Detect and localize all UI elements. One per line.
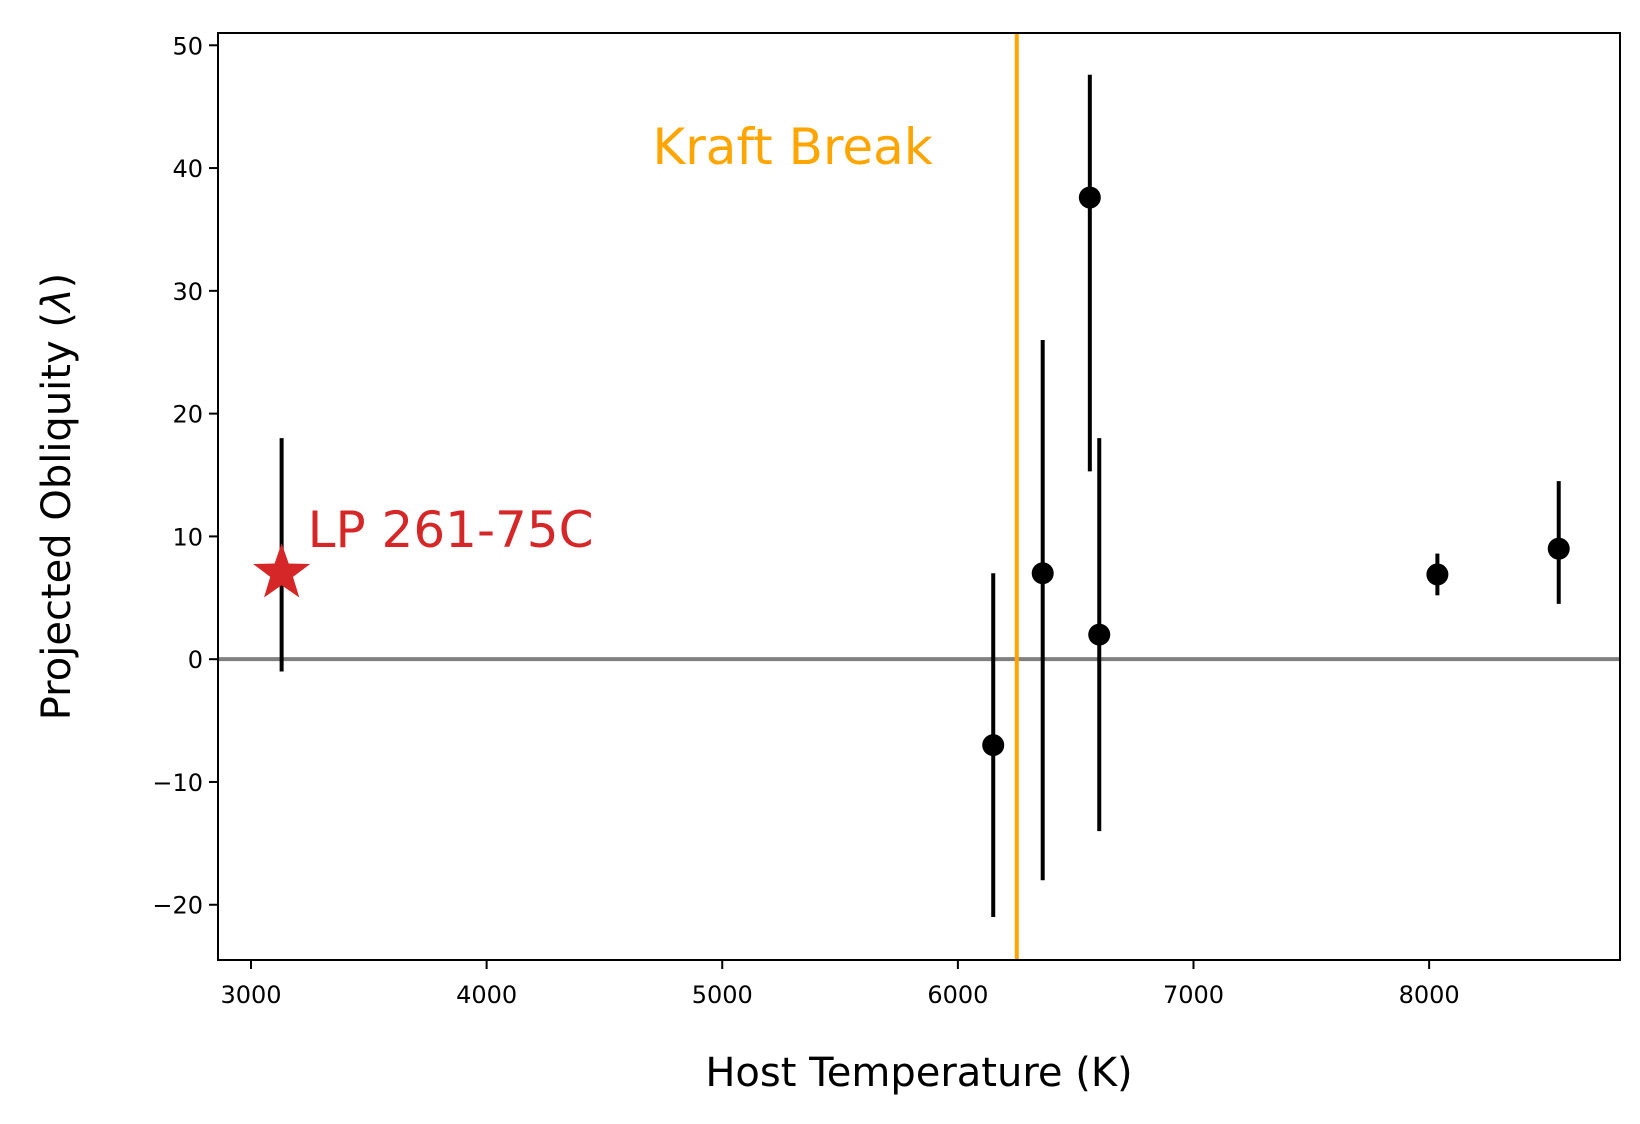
plot-content: Kraft Break LP 261-75C <box>218 33 1620 960</box>
x-tick-label: 7000 <box>1163 981 1224 1009</box>
data-point <box>1088 623 1111 646</box>
x-axis-label: Host Temperature (K) <box>705 1050 1132 1096</box>
y-tick-label: 40 <box>172 155 203 183</box>
highlight-label: LP 261-75C <box>308 501 594 559</box>
y-tick-label: 50 <box>172 32 203 60</box>
y-axis-label-symbol: λ <box>34 288 80 314</box>
data-point <box>982 734 1005 757</box>
y-tick-label: 20 <box>172 401 203 429</box>
kraft-break-label: Kraft Break <box>652 118 932 176</box>
y-axis-label: Projected Obliquity (λ) <box>34 273 80 720</box>
data-point <box>1547 537 1570 560</box>
y-tick-label: −20 <box>152 892 203 920</box>
y-axis-ticks: −20 −10 0 10 20 30 40 50 <box>152 32 218 920</box>
plot-frame <box>217 32 1621 961</box>
y-tick-label: 30 <box>172 278 203 306</box>
y-tick-label: 10 <box>172 523 203 551</box>
y-tick-label: 0 <box>188 646 203 674</box>
highlight-star-marker <box>253 543 311 598</box>
data-point <box>1426 563 1449 586</box>
x-tick-label: 5000 <box>692 981 753 1009</box>
x-tick-label: 4000 <box>456 981 517 1009</box>
x-tick-label: 3000 <box>220 981 281 1009</box>
data-point <box>1078 186 1101 209</box>
data-point <box>1031 562 1054 585</box>
y-axis-label-close: ) <box>34 273 80 289</box>
y-tick-label: −10 <box>152 769 203 797</box>
x-tick-label: 6000 <box>927 981 988 1009</box>
y-axis-label-text: Projected Obliquity ( <box>34 312 80 720</box>
x-tick-label: 8000 <box>1399 981 1460 1009</box>
x-axis-ticks: 3000 4000 5000 6000 7000 8000 <box>220 960 1460 1009</box>
